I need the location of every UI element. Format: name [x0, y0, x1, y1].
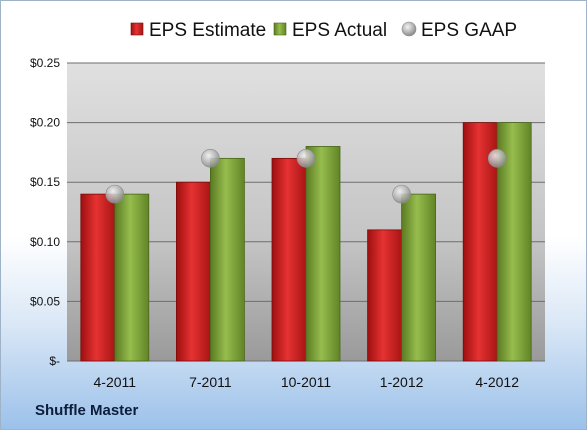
y-axis-ticks: $- $0.05 $0.10 $0.15 $0.20 $0.25	[30, 56, 60, 368]
eps-estimate-bar	[80, 193, 116, 362]
eps-estimate-bar	[175, 181, 211, 362]
y-tick-label: $0.20	[30, 116, 60, 130]
x-category-label: 7-2011	[189, 374, 232, 390]
eps-gaap-marker	[201, 149, 220, 168]
eps-gaap-marker	[105, 184, 125, 204]
eps-gaap-marker	[392, 184, 411, 204]
x-category-label: 4-2012	[475, 374, 519, 390]
y-tick-label: $0.15	[30, 175, 60, 189]
x-category-label: 1-2012	[380, 374, 424, 390]
legend-eps-actual-label: EPS Actual	[292, 20, 387, 41]
legend-eps-estimate-label: EPS Estimate	[149, 20, 266, 41]
eps-estimate-bar	[367, 229, 403, 362]
eps-gaap-marker	[296, 149, 316, 168]
y-tick-label: $0.05	[30, 294, 60, 308]
gaap-markers	[105, 149, 507, 204]
legend-eps-actual-swatch	[273, 22, 287, 36]
x-axis-categories: 4-2011 7-2011 10-2011 1-2012 4-2012	[94, 374, 520, 390]
y-tick-label: $0.10	[30, 235, 60, 249]
eps-estimate-bar	[271, 157, 307, 362]
legend-eps-gaap-swatch	[401, 21, 417, 37]
eps-actual-bar	[305, 146, 341, 362]
company-name: Shuffle Master	[35, 402, 139, 419]
eps-actual-bar	[114, 193, 150, 362]
legend-eps-estimate-swatch	[130, 22, 144, 36]
y-tick-label: $0.25	[30, 56, 60, 70]
eps-actual-bar	[209, 157, 245, 362]
x-category-label: 10-2011	[281, 374, 332, 390]
eps-actual-bar	[401, 193, 437, 362]
eps-gaap-marker	[487, 149, 507, 168]
legend-eps-gaap-label: EPS GAAP	[421, 20, 517, 41]
x-category-label: 4-2011	[94, 374, 137, 390]
legend: EPS Estimate EPS Actual EPS GAAP	[130, 20, 517, 41]
y-tick-label: $-	[49, 354, 60, 368]
bars	[80, 122, 532, 362]
